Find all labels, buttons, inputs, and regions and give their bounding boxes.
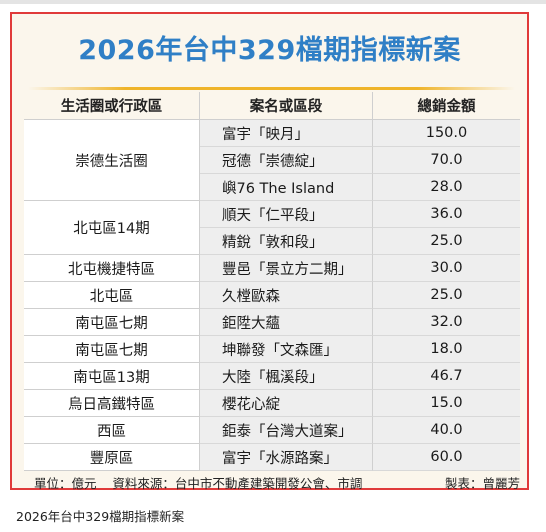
sales-cell: 60.0 [373, 444, 520, 471]
header-project: 案名或區段 [200, 92, 373, 120]
project-cell: 精銳「敦和段」 [200, 228, 373, 255]
sales-cell: 70.0 [373, 147, 520, 174]
area-cell: 豐原區 [24, 444, 200, 471]
area-cell: 北屯區14期 [24, 201, 200, 255]
sales-cell: 46.7 [373, 363, 520, 390]
sales-cell: 40.0 [373, 417, 520, 444]
project-cell: 富宇「映月」 [200, 120, 373, 147]
sales-cell: 25.0 [373, 228, 520, 255]
image-caption: 2026年台中329檔期指標新案 [16, 509, 185, 524]
project-cell: 順天「仁平段」 [200, 201, 373, 228]
top-strip [0, 0, 546, 4]
header-sales: 總銷金額 [373, 92, 520, 120]
sales-cell: 36.0 [373, 201, 520, 228]
area-cell: 西區 [24, 417, 200, 444]
sales-table: 生活圈或行政區 案名或區段 總銷金額 崇德生活圈 富宇「映月」 150.0 冠德「崇德… [24, 92, 520, 471]
footer-unit: 單位：億元 [34, 476, 97, 491]
project-cell: 櫻花心綻 [200, 390, 373, 417]
footer-credit: 製表：曾麗芳 [444, 476, 520, 491]
sales-cell: 30.0 [373, 255, 520, 282]
table-title: 2026年台中329檔期指標新案 [78, 35, 461, 66]
area-cell: 烏日高鐵特區 [24, 390, 200, 417]
footer-unit-source: 單位：億元 資料來源：台中市不動產建築開發公會、市調 [34, 473, 362, 492]
project-cell: 冠德「崇德綻」 [200, 147, 373, 174]
footer-source: 資料來源：台中市不動產建築開發公會、市調 [112, 476, 363, 491]
header-area: 生活圈或行政區 [24, 92, 200, 120]
footer-note: 單位：億元 資料來源：台中市不動產建築開發公會、市調 製表：曾麗芳 [34, 473, 520, 492]
project-cell: 大陸「楓溪段」 [200, 363, 373, 390]
project-cell: 富宇「水源路案」 [200, 444, 373, 471]
project-cell: 嶼76 The Island [200, 174, 373, 201]
area-cell: 南屯區七期 [24, 309, 200, 336]
sales-cell: 18.0 [373, 336, 520, 363]
project-cell: 鉅泰「台灣大道案」 [200, 417, 373, 444]
infographic-frame: 2026年台中329檔期指標新案 生活圈或行政區 案名或區段 總銷金額 崇德生活… [10, 12, 529, 492]
area-cell: 北屯區 [24, 282, 200, 309]
area-cell: 南屯區七期 [24, 336, 200, 363]
project-cell: 久樘歐森 [200, 282, 373, 309]
sales-cell: 150.0 [373, 120, 520, 147]
area-cell: 南屯區13期 [24, 363, 200, 390]
sales-cell: 28.0 [373, 174, 520, 201]
project-cell: 豐邑「景立方二期」 [200, 255, 373, 282]
sales-cell: 32.0 [373, 309, 520, 336]
area-cell: 崇德生活圈 [24, 120, 200, 201]
project-cell: 坤聯發「文森匯」 [200, 336, 373, 363]
sales-cell: 15.0 [373, 390, 520, 417]
title-underline [28, 87, 515, 90]
sales-cell: 25.0 [373, 282, 520, 309]
project-cell: 鉅陞大蘊 [200, 309, 373, 336]
area-cell: 北屯機捷特區 [24, 255, 200, 282]
